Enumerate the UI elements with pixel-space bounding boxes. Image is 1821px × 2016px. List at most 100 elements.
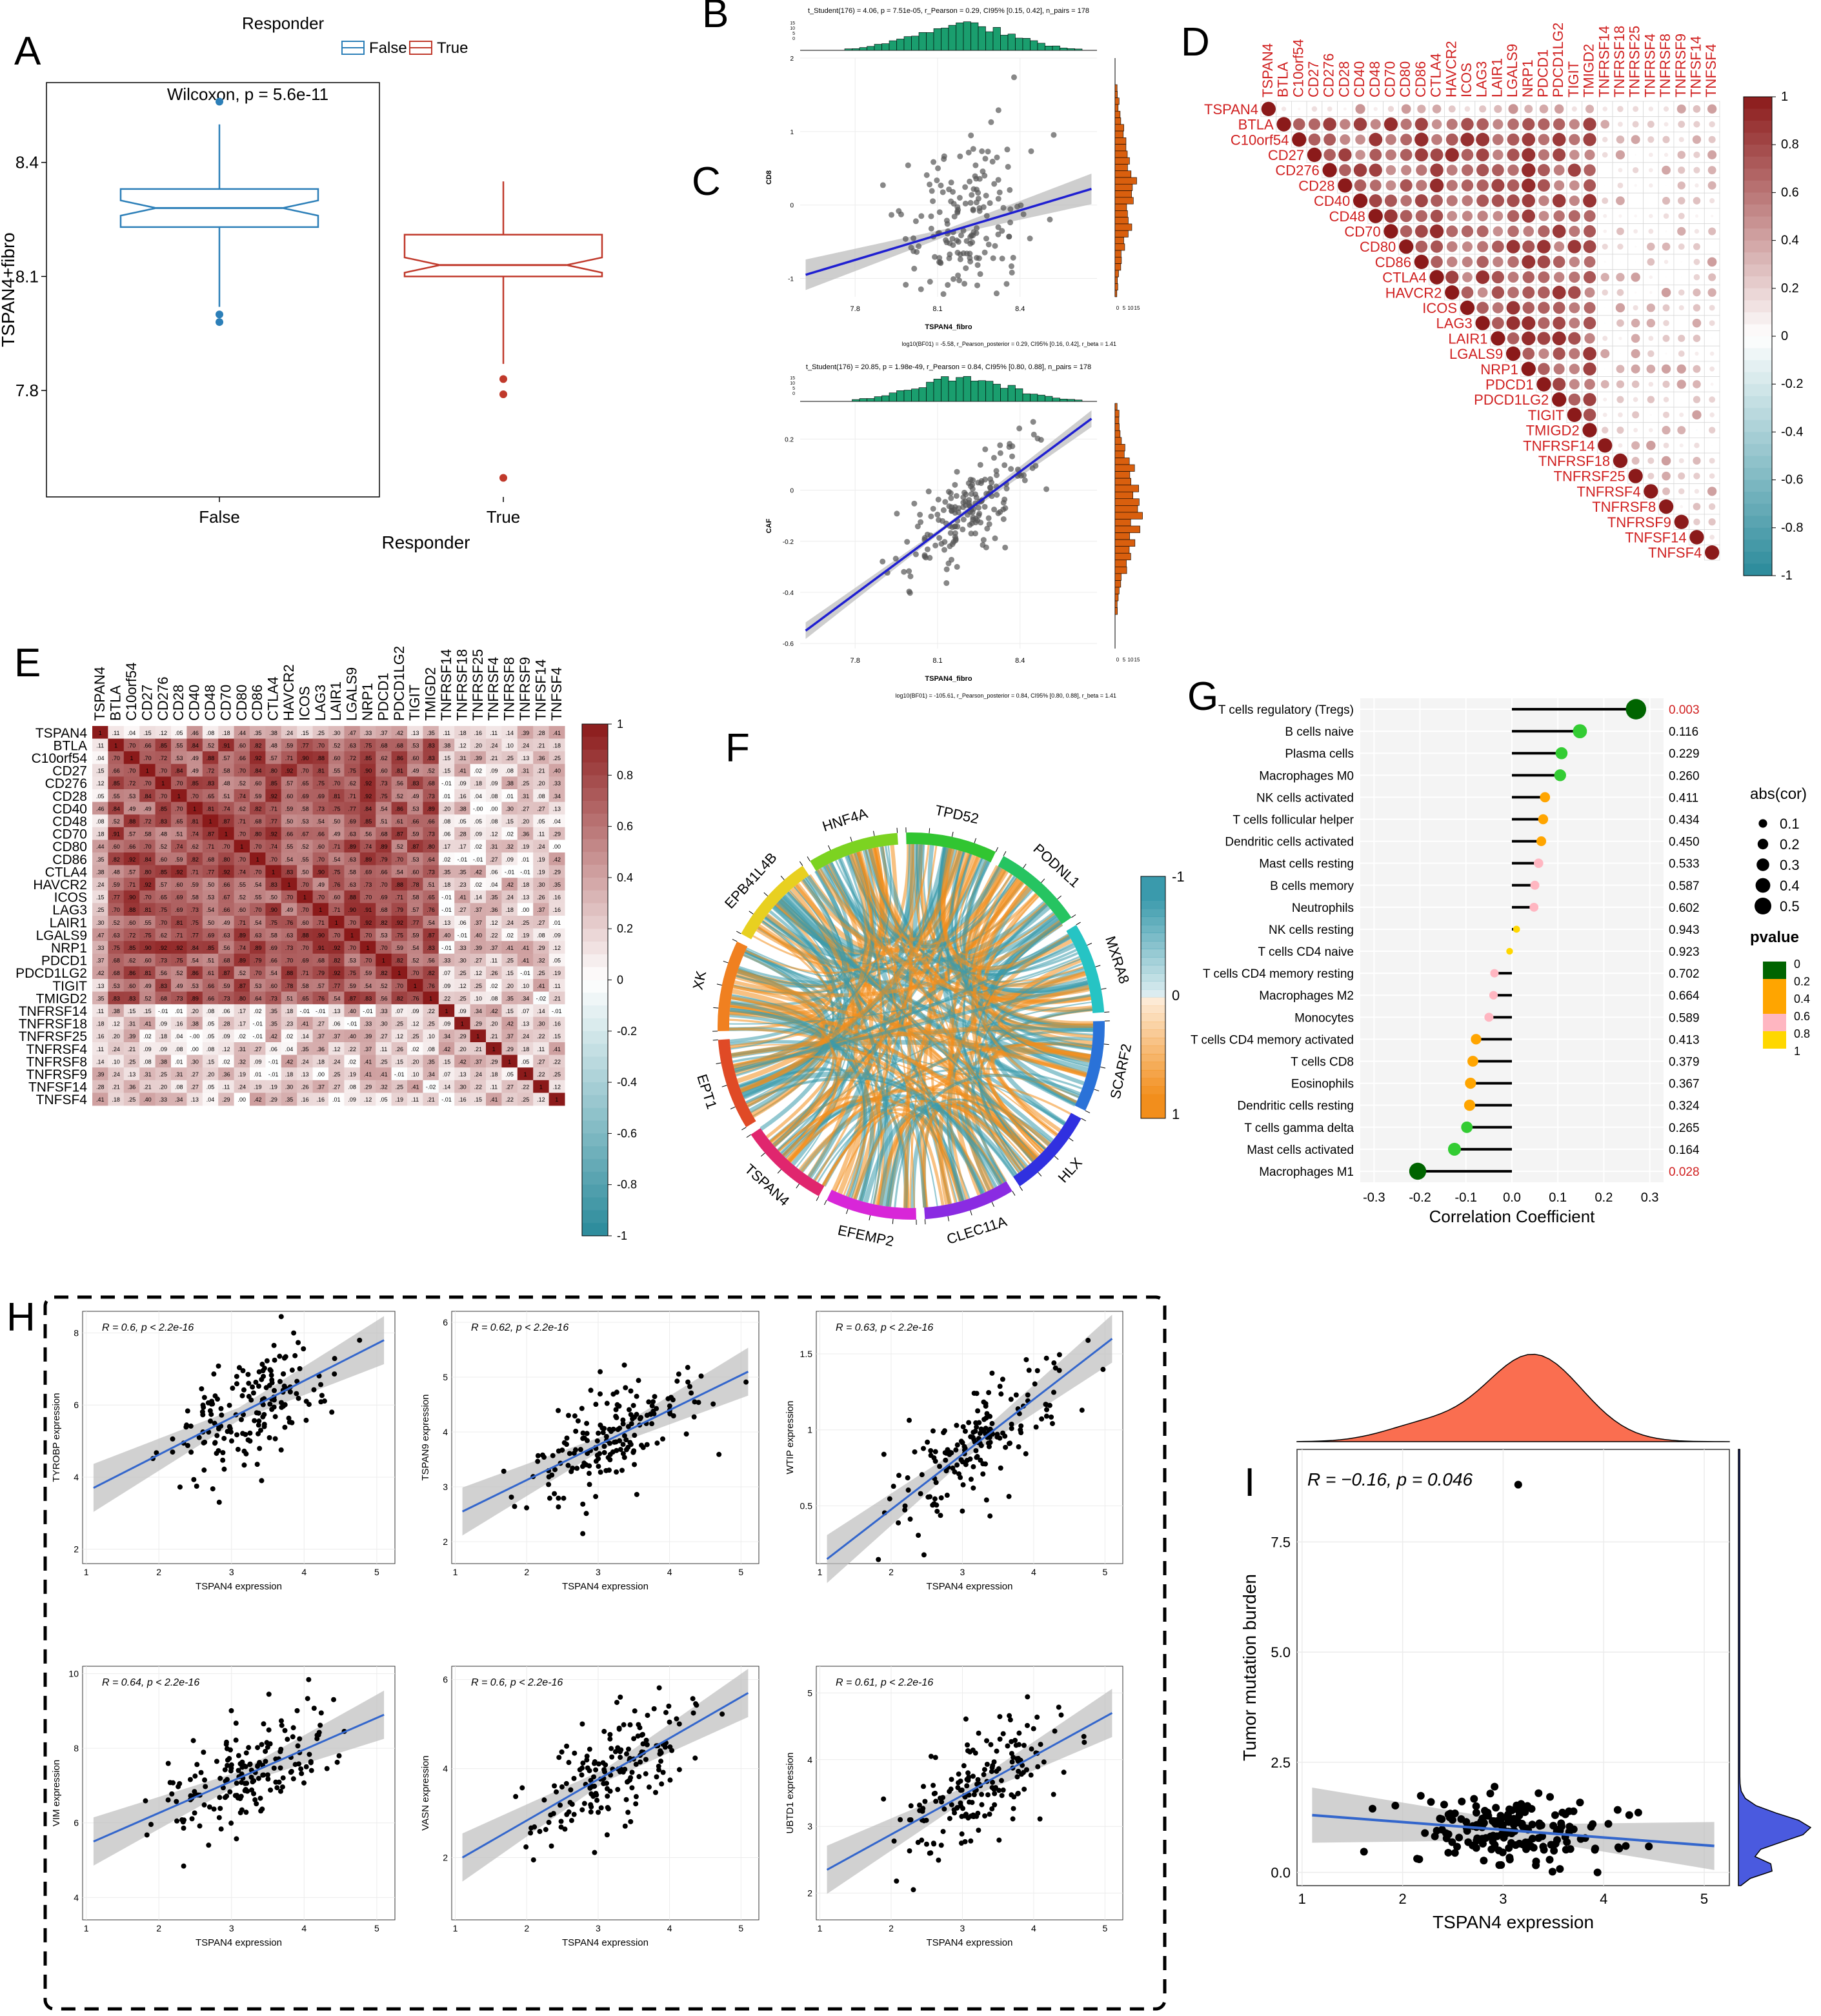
panel-h-point [264,1358,270,1364]
panel-d-circle [1507,164,1519,176]
panel-C-hist-top-bar [911,388,920,402]
panel-h-point [943,1457,949,1463]
panel-e-cell [234,865,250,878]
panel-d-circle [1709,366,1715,372]
panel-d-circle [1400,210,1413,223]
panel-d-circle [1678,472,1685,480]
panel-d-circle [1709,427,1716,434]
panel-d-circle [1569,318,1580,329]
panel-e-cell [470,776,487,790]
panel-d-colorbar-tick-label: 0.4 [1781,234,1799,248]
panel-C-hist-top-bar [1074,399,1083,402]
panel-e-cell-label: .09 [490,780,498,787]
panel-d-circle [1416,179,1427,191]
panel-e-cell [265,840,282,853]
panel-e-cell-label: .72 [128,780,136,787]
panel-d-circle [1604,368,1606,370]
panel-e-cell [108,840,125,853]
panel-g-dot [1625,699,1647,720]
panel-B-hist-top-bar [978,26,986,51]
panel-e-cell-label: .01 [443,793,451,800]
panel-e-cell [501,1067,518,1081]
panel-e-cell [517,953,534,967]
panel-d-circle [1604,169,1606,171]
panel-f-tick [995,847,999,852]
panel-B-point [957,153,963,159]
panel-h-point [921,1446,927,1451]
panel-d-circle [1522,148,1536,162]
panel-f-tick [1057,895,1061,900]
panel-h-xtick-label: 2 [524,1567,529,1577]
panel-d-circle [1446,118,1458,130]
panel-d-circle [1617,243,1624,250]
panel-e-cell [218,814,235,828]
panel-e-cell [312,1042,329,1056]
panel-e-cell [108,814,125,828]
panel-d-circle [1661,364,1671,374]
panel-B-point [967,241,974,247]
panel-e-cell-label: .33 [159,1096,168,1103]
panel-d-circle [1616,396,1624,403]
panel-d-row-label: LAG3 [1436,316,1473,332]
panel-e-cell-label: .60 [254,780,262,787]
panel-e-cell-label: .37 [364,1046,372,1053]
panel-d-colorbar-cell [1744,348,1772,361]
panel-d-circle [1507,256,1519,268]
panel-e-cell [265,751,282,765]
panel-e-cell-label: .53 [411,805,419,812]
panel-e-cell [501,789,518,803]
panel-e-cell [548,1016,565,1030]
panel-h-point [660,1769,666,1775]
panel-d-circle [1522,117,1535,131]
panel-e-cell [186,928,203,942]
panel-e-cell [548,991,565,1005]
panel-e-cell [517,878,534,891]
panel-e-cell [533,991,550,1005]
panel-e-cell [312,953,329,967]
panel-C-point [969,486,976,492]
panel-B-point [956,194,963,201]
panel-B-point [988,119,994,125]
panel-h-point [986,1389,992,1395]
panel-B-point [967,178,973,185]
panel-e-cell [171,1042,187,1056]
panel-e-cell-label: .01 [332,1096,341,1103]
panel-C-point [927,554,933,561]
panel-e-cell [501,801,518,815]
panel-h-point [998,1391,1004,1397]
panel-d-colorbar-cell [1744,132,1772,145]
panel-e-cell-label: .76 [285,920,294,926]
panel-e-cell [218,789,235,803]
panel-g-dot [1554,769,1566,781]
panel-e-cell [281,726,297,740]
panel-e-cell-label: .41 [553,730,561,736]
panel-h-point [330,1697,336,1702]
panel-B-point [1006,234,1012,240]
panel-e-colorbar-cell [582,1056,608,1070]
panel-e-colorbar-cell [582,1082,608,1096]
panel-h-point [876,1557,881,1562]
panel-e-cell-label: .26 [537,894,545,901]
panel-f-tick [1041,878,1045,883]
panel-d-row-label: CD48 [1329,208,1365,225]
panel-f-tick [777,1169,781,1174]
panel-e-col-label: LAIR1 [328,681,344,721]
panel-e-cell-label: .16 [317,1096,325,1103]
panel-e-cell-label: .21 [427,1096,435,1103]
panel-e-cell-label: .70 [317,894,325,901]
panel-g-pvalue: 0.265 [1669,1122,1700,1135]
panel-C-point [985,515,992,521]
panel-e-cell [344,751,361,765]
panel-h-point [324,1766,330,1771]
panel-e-cell-label: .04 [490,882,498,888]
panel-e-cell-label: .33 [364,1021,372,1027]
panel-e-cell-label: .74 [238,945,246,951]
panel-d-circle [1708,136,1716,143]
panel-d-circle [1340,134,1351,145]
panel-d-circle [1569,150,1580,160]
panel-e-cell [407,827,423,840]
panel-C-point [967,521,973,528]
panel-e-cell-label: .49 [190,768,199,774]
panel-h-point [271,1342,277,1348]
panel-a-ytick-label: 8.1 [15,267,39,286]
